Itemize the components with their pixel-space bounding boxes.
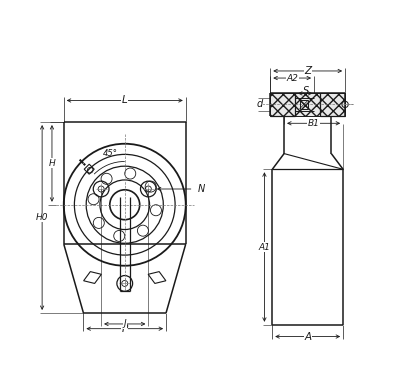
Text: P: P bbox=[122, 324, 128, 334]
Text: S: S bbox=[302, 86, 309, 96]
Text: 45°: 45° bbox=[103, 149, 118, 158]
Text: B1: B1 bbox=[308, 119, 320, 128]
Text: N: N bbox=[198, 184, 205, 194]
Text: d: d bbox=[256, 99, 263, 109]
Text: J: J bbox=[123, 319, 126, 328]
Text: A: A bbox=[304, 332, 311, 342]
Text: Z: Z bbox=[304, 66, 311, 76]
Text: H0: H0 bbox=[36, 213, 48, 222]
Text: H: H bbox=[49, 159, 55, 168]
Text: L: L bbox=[122, 96, 128, 105]
Bar bbox=[270, 93, 345, 116]
Text: A1: A1 bbox=[259, 243, 271, 251]
Text: A2: A2 bbox=[286, 74, 298, 82]
